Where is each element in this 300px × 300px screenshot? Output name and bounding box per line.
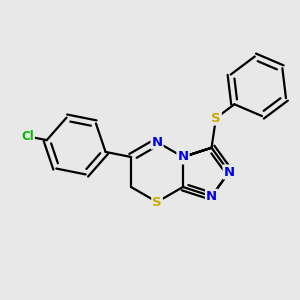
Text: Cl: Cl xyxy=(21,130,34,143)
Text: N: N xyxy=(224,166,235,178)
Text: N: N xyxy=(206,190,217,203)
Text: S: S xyxy=(211,112,221,124)
Text: N: N xyxy=(152,136,163,148)
Text: N: N xyxy=(177,151,189,164)
Text: S: S xyxy=(152,196,162,208)
